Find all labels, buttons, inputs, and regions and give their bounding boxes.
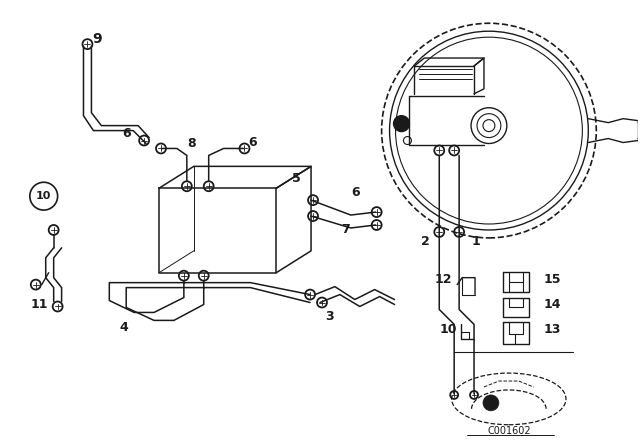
Text: 15: 15	[543, 273, 561, 286]
Text: 6: 6	[351, 186, 360, 199]
Text: 6: 6	[248, 136, 257, 149]
Text: 2: 2	[420, 235, 429, 248]
Text: 10: 10	[36, 191, 51, 201]
Text: 4: 4	[120, 321, 129, 334]
Text: 12: 12	[435, 273, 452, 286]
Text: 9: 9	[93, 32, 102, 46]
Text: 14: 14	[543, 298, 561, 311]
Text: C001602: C001602	[487, 426, 531, 436]
Text: 11: 11	[31, 298, 49, 311]
Circle shape	[483, 395, 499, 411]
Text: 3: 3	[326, 310, 334, 323]
Text: 10: 10	[440, 323, 457, 336]
Text: 5: 5	[292, 172, 301, 185]
Text: 13: 13	[543, 323, 561, 336]
Text: 7: 7	[342, 224, 350, 237]
Text: 6: 6	[122, 127, 131, 140]
Circle shape	[394, 116, 410, 132]
Text: 1: 1	[472, 235, 481, 248]
Text: 8: 8	[188, 137, 196, 150]
